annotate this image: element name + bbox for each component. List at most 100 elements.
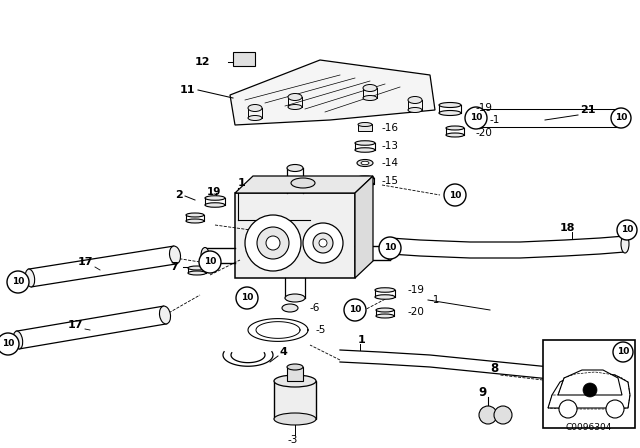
Text: -20: -20 xyxy=(476,128,493,138)
Bar xyxy=(543,340,635,428)
Text: -13: -13 xyxy=(382,141,399,151)
Ellipse shape xyxy=(408,96,422,103)
Circle shape xyxy=(257,227,289,259)
Polygon shape xyxy=(355,176,373,278)
Bar xyxy=(358,125,372,132)
Text: 10: 10 xyxy=(241,293,253,302)
Circle shape xyxy=(559,400,577,418)
Text: 10: 10 xyxy=(384,244,396,253)
Text: 1: 1 xyxy=(238,178,246,188)
Circle shape xyxy=(7,271,29,293)
Ellipse shape xyxy=(446,133,464,137)
Ellipse shape xyxy=(188,271,206,275)
Circle shape xyxy=(444,184,466,206)
Ellipse shape xyxy=(248,104,262,112)
Ellipse shape xyxy=(170,246,180,264)
Ellipse shape xyxy=(355,148,375,152)
Circle shape xyxy=(236,287,258,309)
Circle shape xyxy=(245,215,301,271)
Ellipse shape xyxy=(375,295,395,299)
Ellipse shape xyxy=(363,95,377,100)
Ellipse shape xyxy=(186,213,204,217)
Ellipse shape xyxy=(358,122,372,126)
Ellipse shape xyxy=(621,235,629,253)
Text: 1: 1 xyxy=(358,335,365,345)
Text: 2: 2 xyxy=(175,190,183,200)
Ellipse shape xyxy=(472,109,477,127)
Ellipse shape xyxy=(439,111,461,116)
Circle shape xyxy=(379,237,401,259)
Polygon shape xyxy=(235,176,373,193)
Ellipse shape xyxy=(274,413,316,425)
Text: -3: -3 xyxy=(288,435,298,445)
Text: -19: -19 xyxy=(476,103,493,113)
Ellipse shape xyxy=(288,94,302,100)
Ellipse shape xyxy=(248,116,262,121)
Text: 21: 21 xyxy=(580,105,595,115)
Circle shape xyxy=(344,299,366,321)
Ellipse shape xyxy=(386,246,394,260)
Ellipse shape xyxy=(26,269,35,287)
Text: 18: 18 xyxy=(560,223,575,233)
Text: -1: -1 xyxy=(430,295,440,305)
Ellipse shape xyxy=(159,306,170,324)
Text: 10: 10 xyxy=(204,258,216,267)
Circle shape xyxy=(479,406,497,424)
Ellipse shape xyxy=(205,203,225,207)
Text: 10: 10 xyxy=(12,277,24,287)
Circle shape xyxy=(613,342,633,362)
Polygon shape xyxy=(548,372,630,408)
Ellipse shape xyxy=(357,159,373,167)
Ellipse shape xyxy=(186,219,204,223)
Ellipse shape xyxy=(617,109,623,127)
FancyBboxPatch shape xyxy=(235,193,355,278)
Ellipse shape xyxy=(205,196,225,200)
Text: 8: 8 xyxy=(490,362,499,375)
Text: -19: -19 xyxy=(408,285,425,295)
Text: 4: 4 xyxy=(280,347,288,357)
Ellipse shape xyxy=(439,103,461,108)
Circle shape xyxy=(494,406,512,424)
Text: 19: 19 xyxy=(207,187,221,197)
Text: C0096304: C0096304 xyxy=(566,423,612,432)
Bar xyxy=(233,52,255,66)
Ellipse shape xyxy=(274,375,316,387)
Ellipse shape xyxy=(288,104,302,109)
Ellipse shape xyxy=(361,161,369,165)
Ellipse shape xyxy=(446,126,464,130)
Text: -14: -14 xyxy=(382,158,399,168)
Polygon shape xyxy=(230,60,435,125)
Text: -5: -5 xyxy=(315,325,325,335)
Circle shape xyxy=(583,383,597,397)
Circle shape xyxy=(319,239,327,247)
Ellipse shape xyxy=(408,108,422,112)
Circle shape xyxy=(606,400,624,418)
Ellipse shape xyxy=(188,266,206,270)
Text: 10: 10 xyxy=(615,113,627,122)
Bar xyxy=(274,381,316,419)
Text: 10: 10 xyxy=(621,225,633,234)
Text: 10: 10 xyxy=(449,190,461,199)
Text: 17: 17 xyxy=(68,320,83,330)
Ellipse shape xyxy=(355,141,375,145)
Ellipse shape xyxy=(363,85,377,91)
Ellipse shape xyxy=(201,247,209,263)
Circle shape xyxy=(199,251,221,273)
Ellipse shape xyxy=(375,288,395,292)
Text: -20: -20 xyxy=(408,307,425,317)
Ellipse shape xyxy=(376,308,394,312)
Circle shape xyxy=(611,108,631,128)
Text: -1: -1 xyxy=(490,115,500,125)
Text: 12: 12 xyxy=(195,57,211,67)
Ellipse shape xyxy=(13,331,22,349)
Text: 11: 11 xyxy=(180,85,195,95)
Bar xyxy=(287,367,303,381)
Text: 10: 10 xyxy=(470,113,482,122)
Ellipse shape xyxy=(376,314,394,318)
Ellipse shape xyxy=(287,164,303,172)
Text: 10: 10 xyxy=(349,306,361,314)
Text: 10: 10 xyxy=(2,340,14,349)
Circle shape xyxy=(465,107,487,129)
Text: -16: -16 xyxy=(382,123,399,133)
Ellipse shape xyxy=(285,294,305,302)
